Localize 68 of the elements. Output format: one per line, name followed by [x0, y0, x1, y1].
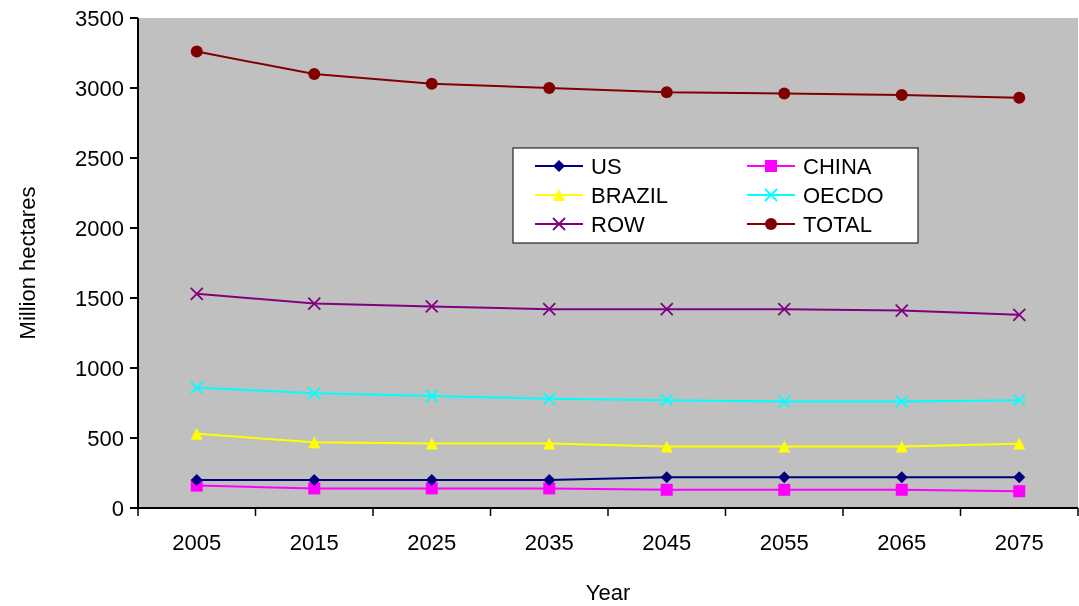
point [308, 68, 321, 80]
point [778, 87, 791, 100]
point [777, 302, 792, 317]
x-tick-label: 2005 [172, 530, 222, 555]
legend-label: US [591, 153, 622, 179]
legend-label: OECDO [803, 182, 884, 208]
point [189, 380, 204, 395]
point [659, 302, 674, 317]
x-tick-label: 2055 [759, 530, 809, 555]
point [894, 303, 909, 318]
legend-label: BRAZIL [591, 182, 669, 208]
y-tick-label: 3000 [75, 75, 124, 101]
point [660, 471, 673, 484]
x-tick-label: 2065 [877, 530, 927, 555]
point [425, 437, 438, 450]
y-tick-label: 1000 [75, 355, 124, 381]
y-tick-label: 0 [111, 495, 124, 521]
y-tick-label: 2500 [75, 145, 124, 171]
point [660, 440, 673, 453]
point [895, 89, 908, 101]
point [542, 391, 557, 406]
point [425, 77, 438, 90]
point [660, 86, 673, 99]
point [778, 483, 791, 496]
legend-label: CHINA [803, 153, 872, 179]
point [308, 436, 321, 449]
point [543, 82, 556, 94]
point [307, 296, 322, 311]
legend-label: ROW [591, 211, 645, 237]
point [1012, 307, 1027, 322]
point [895, 471, 908, 484]
x-tick-label: 2045 [642, 530, 692, 555]
x-axis-title: Year [585, 580, 631, 605]
point [189, 286, 204, 301]
point [1013, 437, 1026, 450]
y-tick-label: 2000 [75, 215, 124, 241]
point [895, 483, 908, 496]
point [190, 474, 203, 486]
y-tick-label: 500 [87, 425, 124, 451]
point [542, 302, 557, 317]
point [190, 427, 203, 440]
point [895, 440, 908, 453]
point [1012, 393, 1027, 408]
x-tick-label: 2035 [524, 530, 574, 555]
point [424, 299, 439, 314]
point [425, 474, 438, 486]
point [543, 474, 556, 486]
point [778, 440, 791, 453]
legend-label: TOTAL [803, 211, 872, 237]
point [659, 393, 674, 408]
point [660, 483, 673, 496]
point [778, 471, 791, 484]
x-tick-label: 2075 [994, 530, 1044, 555]
point [190, 45, 203, 58]
y-tick-label: 3500 [75, 5, 124, 31]
point [1013, 91, 1026, 104]
point [424, 389, 439, 403]
y-tick-label: 1500 [75, 285, 124, 311]
point [543, 437, 556, 450]
y-axis-title: Million hectares [15, 186, 40, 340]
point [307, 386, 322, 401]
x-tick-label: 2025 [407, 530, 457, 555]
point [894, 394, 909, 409]
point [1013, 485, 1026, 498]
x-tick-label: 2015 [289, 530, 339, 555]
point [1013, 471, 1026, 484]
point [777, 394, 792, 409]
point [308, 474, 321, 486]
